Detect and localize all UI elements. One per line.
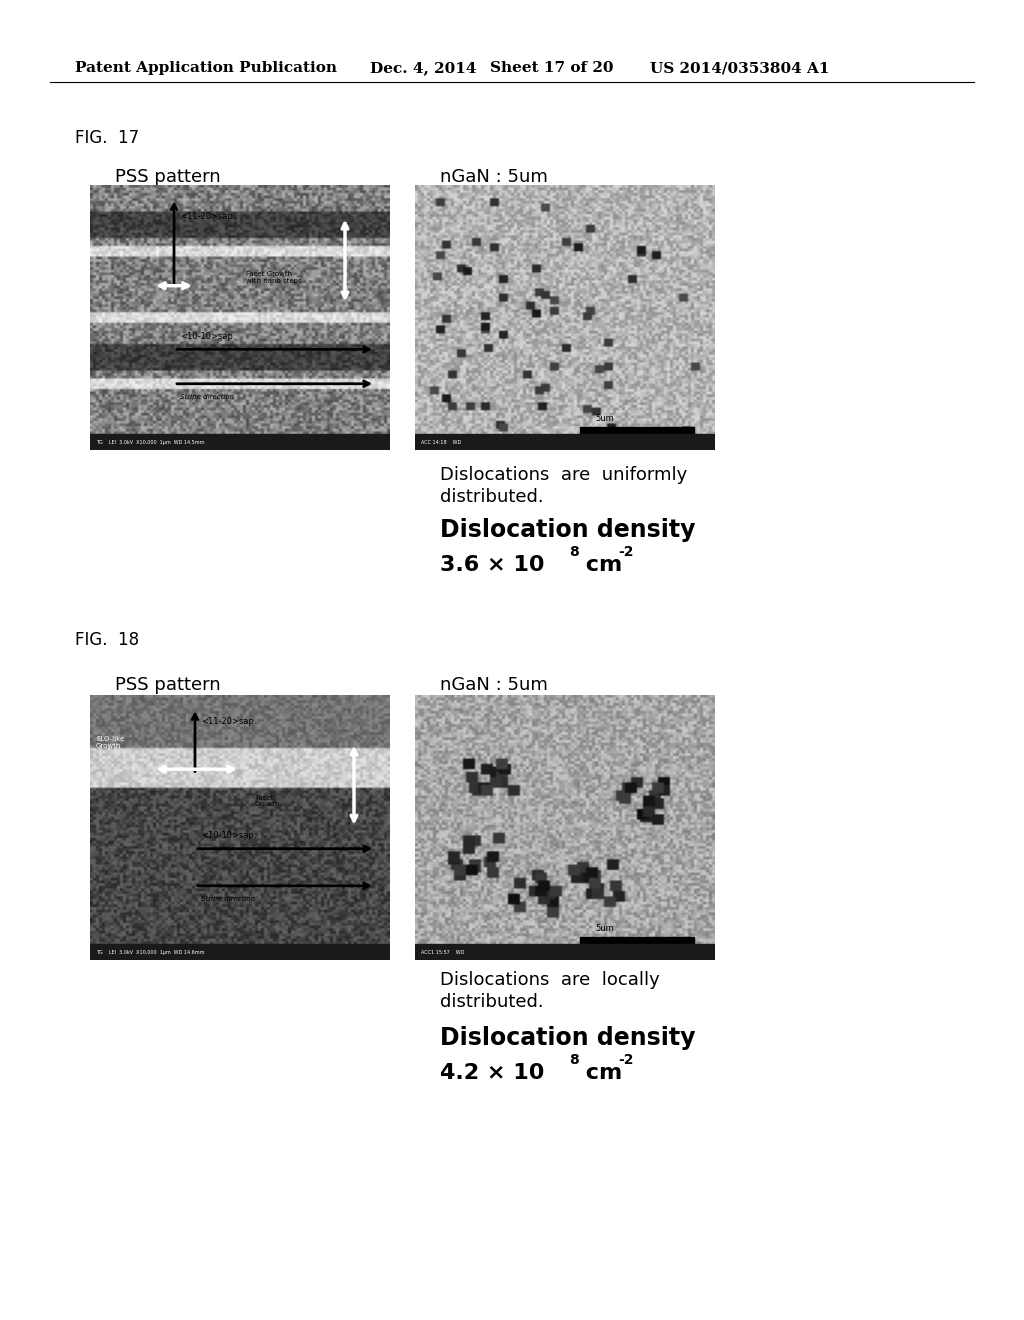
Text: distributed.: distributed. [440,488,544,506]
Text: TG    LEI  3.0kV  X10,000  1μm  WD 14.5mm: TG LEI 3.0kV X10,000 1μm WD 14.5mm [96,440,205,445]
Text: Dislocation density: Dislocation density [440,1026,695,1049]
Text: 3.6 × 10: 3.6 × 10 [440,554,545,576]
Text: <11-20>sap.: <11-20>sap. [201,717,256,726]
Text: Stripe direction: Stripe direction [201,896,255,902]
Bar [580,428,694,434]
Text: TG    LEI  3.0kV  X10,000  1μm  WD 14.6mm: TG LEI 3.0kV X10,000 1μm WD 14.6mm [96,949,205,954]
Text: 8: 8 [569,1053,579,1067]
Text: 8: 8 [569,545,579,558]
Text: Patent Application Publication: Patent Application Publication [75,61,337,75]
Text: Facet
Growth: Facet Growth [255,795,281,808]
Text: 5um: 5um [595,924,613,933]
Text: Dislocations  are  uniformly: Dislocations are uniformly [440,466,687,484]
Text: Sheet 17 of 20: Sheet 17 of 20 [490,61,613,75]
Bar [415,434,715,450]
Text: PSS pattern: PSS pattern [115,676,220,694]
Bar [90,944,390,960]
Text: -2: -2 [618,1053,634,1067]
Text: ELO-like
Growth: ELO-like Growth [96,737,124,750]
Bar [580,937,694,944]
Text: cm: cm [578,1063,623,1082]
Text: <10-10>sap.: <10-10>sap. [180,331,236,341]
Text: US 2014/0353804 A1: US 2014/0353804 A1 [650,61,829,75]
Text: ACC1 15:57    WD: ACC1 15:57 WD [421,949,464,954]
Text: <11-20>sap.: <11-20>sap. [180,213,236,222]
Text: Dec. 4, 2014: Dec. 4, 2014 [370,61,476,75]
Text: FIG.  17: FIG. 17 [75,129,139,147]
Text: PSS pattern: PSS pattern [115,168,220,186]
Text: <10-10>sap.: <10-10>sap. [201,832,256,840]
Text: Facet Growth
with nano steps: Facet Growth with nano steps [246,271,302,284]
Text: Stripe direction: Stripe direction [180,393,234,400]
Text: Dislocation density: Dislocation density [440,517,695,543]
Bar [90,434,390,450]
Bar [415,944,715,960]
Text: nGaN : 5um: nGaN : 5um [440,168,548,186]
Text: 4.2 × 10: 4.2 × 10 [440,1063,545,1082]
Text: Dislocations  are  locally: Dislocations are locally [440,972,659,989]
Text: FIG.  18: FIG. 18 [75,631,139,649]
Text: cm: cm [578,554,623,576]
Text: distributed.: distributed. [440,993,544,1011]
Text: 5um: 5um [595,413,613,422]
Text: nGaN : 5um: nGaN : 5um [440,676,548,694]
Text: ACC 14:18    WD: ACC 14:18 WD [421,440,461,445]
Text: -2: -2 [618,545,634,558]
